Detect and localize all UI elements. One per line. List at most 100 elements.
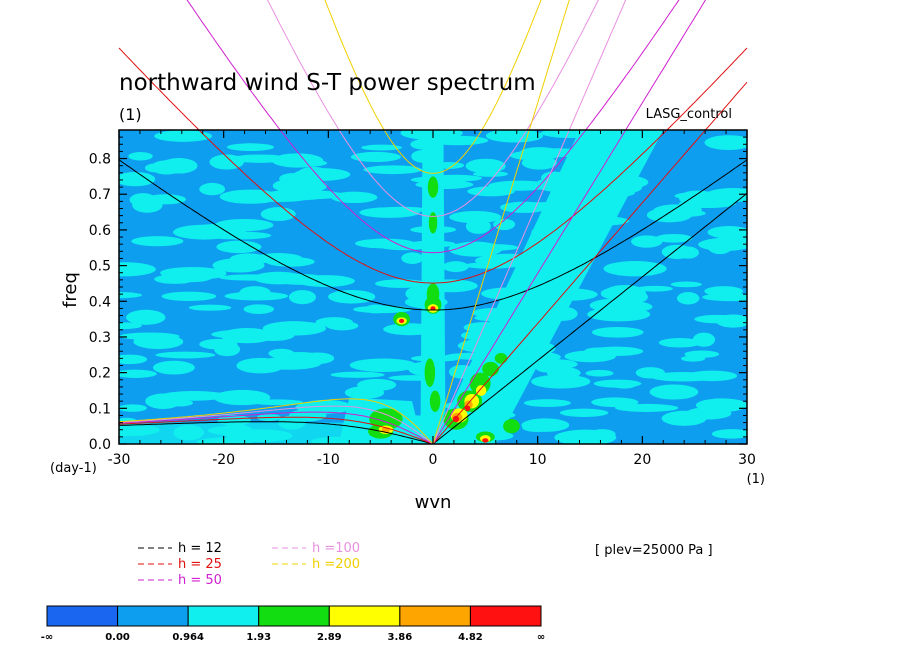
heatmap-cell [684, 350, 720, 358]
heatmap-cell [685, 407, 732, 420]
heatmap-cell [220, 328, 274, 344]
heatmap-cell [521, 422, 553, 433]
heatmap-cell [449, 210, 502, 224]
colorbar-swatch [328, 605, 401, 627]
heatmap-cell [299, 352, 335, 365]
rossby-curve [118, 405, 434, 445]
heatmap-cell [678, 199, 736, 209]
heatmap-cell [658, 337, 701, 348]
kelvin-curve [432, 0, 570, 445]
heatmap-cell [119, 422, 381, 444]
heatmap-cell [692, 332, 716, 347]
heatmap-cell [268, 348, 295, 359]
run-label: LASG_control [646, 107, 732, 122]
heatmap-cell [154, 130, 213, 142]
inertia-gravity-curve [266, 0, 599, 217]
y-tick-label: 0.7 [89, 187, 111, 203]
heatmap-cell [229, 253, 268, 266]
heatmap-cell [674, 191, 738, 201]
heatmap-cell [226, 143, 275, 152]
legend-label: h = 50 [178, 573, 222, 588]
heatmap-cell [427, 176, 439, 198]
heatmap-cell [251, 195, 307, 203]
heatmap-cell [493, 218, 516, 231]
heatmap-cell [523, 399, 572, 407]
heatmap-cell [128, 152, 153, 161]
chart-title: northward wind S-T power spectrum [119, 70, 536, 96]
heatmap-cell [161, 291, 217, 301]
y-tick-label: 0.2 [89, 366, 111, 382]
heatmap-cell [475, 385, 487, 396]
colorbar-label: 3.86 [388, 632, 413, 643]
inertia-gravity-curve [118, 47, 748, 284]
heatmap-cell [284, 159, 328, 167]
heatmap-cell [126, 309, 166, 325]
heatmap-cell [243, 304, 274, 314]
heatmap-cell [716, 314, 747, 328]
heatmap-cell [488, 180, 552, 191]
x-tick-label: 30 [738, 452, 756, 468]
heatmap-cell [330, 191, 378, 204]
heatmap-cell [375, 206, 429, 213]
heatmap-cell [649, 384, 699, 400]
heatmap-cell [293, 168, 351, 181]
heatmap-cell [188, 304, 232, 311]
heatmap-cell [509, 150, 560, 161]
colorbar-swatch [187, 605, 260, 627]
y-tick-label: 0.5 [89, 259, 111, 275]
x-tick-label: 10 [529, 452, 547, 468]
heatmap-cell [119, 369, 157, 378]
heatmap-cell [448, 241, 503, 257]
x-axis-label: wvn [415, 492, 452, 513]
heatmap-cell [372, 306, 397, 314]
heatmap-cell [482, 361, 499, 377]
heatmap-cell [131, 236, 184, 247]
heatmap-cell [214, 342, 241, 357]
heatmap-cell [485, 130, 544, 143]
colorbar-label: 1.93 [246, 632, 271, 643]
kelvin-curve [432, 0, 707, 445]
heatmap-cell [585, 369, 614, 377]
heatmap-cell [646, 207, 693, 223]
x-tick-label: 20 [633, 452, 651, 468]
colorbar-swatch [399, 605, 471, 627]
heatmap-cell [464, 405, 471, 412]
colorbar-label: 0.964 [172, 632, 204, 643]
heatmap-cell [401, 252, 424, 264]
heatmap-cell [428, 212, 438, 234]
heatmap-cell [661, 244, 693, 260]
heatmap-cell [482, 438, 489, 443]
colorbar-swatch [46, 605, 119, 627]
heatmap-cell [119, 262, 156, 277]
heatmap-cell [465, 158, 506, 174]
kelvin-curve [432, 0, 627, 445]
heatmap-cell [153, 360, 195, 375]
heatmap-cell [612, 380, 637, 389]
heatmap-cell [199, 182, 226, 196]
colorbar-label: -∞ [41, 632, 53, 643]
heatmap-cell [357, 378, 397, 391]
rossby-curve [118, 411, 434, 445]
heatmap-cell [119, 292, 143, 299]
heatmap-cell [239, 286, 271, 300]
colorbar-swatch [258, 605, 330, 627]
heatmap-cell [216, 240, 262, 254]
heatmap-cell [398, 318, 405, 324]
y-tick-label: 0.0 [89, 437, 111, 453]
heatmap-cell [534, 359, 559, 373]
heatmap-cell [328, 289, 376, 304]
heatmap-cell [430, 306, 436, 311]
heatmap-cell [614, 403, 679, 412]
heatmap-cell [210, 231, 272, 240]
heatmap-cell [378, 242, 430, 251]
heatmap-cell [707, 240, 733, 255]
heatmap-cell [119, 171, 156, 187]
heatmap-cell [589, 298, 638, 313]
spectrum-heatmap [119, 130, 747, 444]
heatmap-cell [631, 235, 663, 248]
heatmap-cell [330, 371, 385, 378]
kelvin-curve [432, 81, 748, 445]
heatmap-cell [704, 135, 747, 150]
heatmap-cell [288, 290, 317, 305]
